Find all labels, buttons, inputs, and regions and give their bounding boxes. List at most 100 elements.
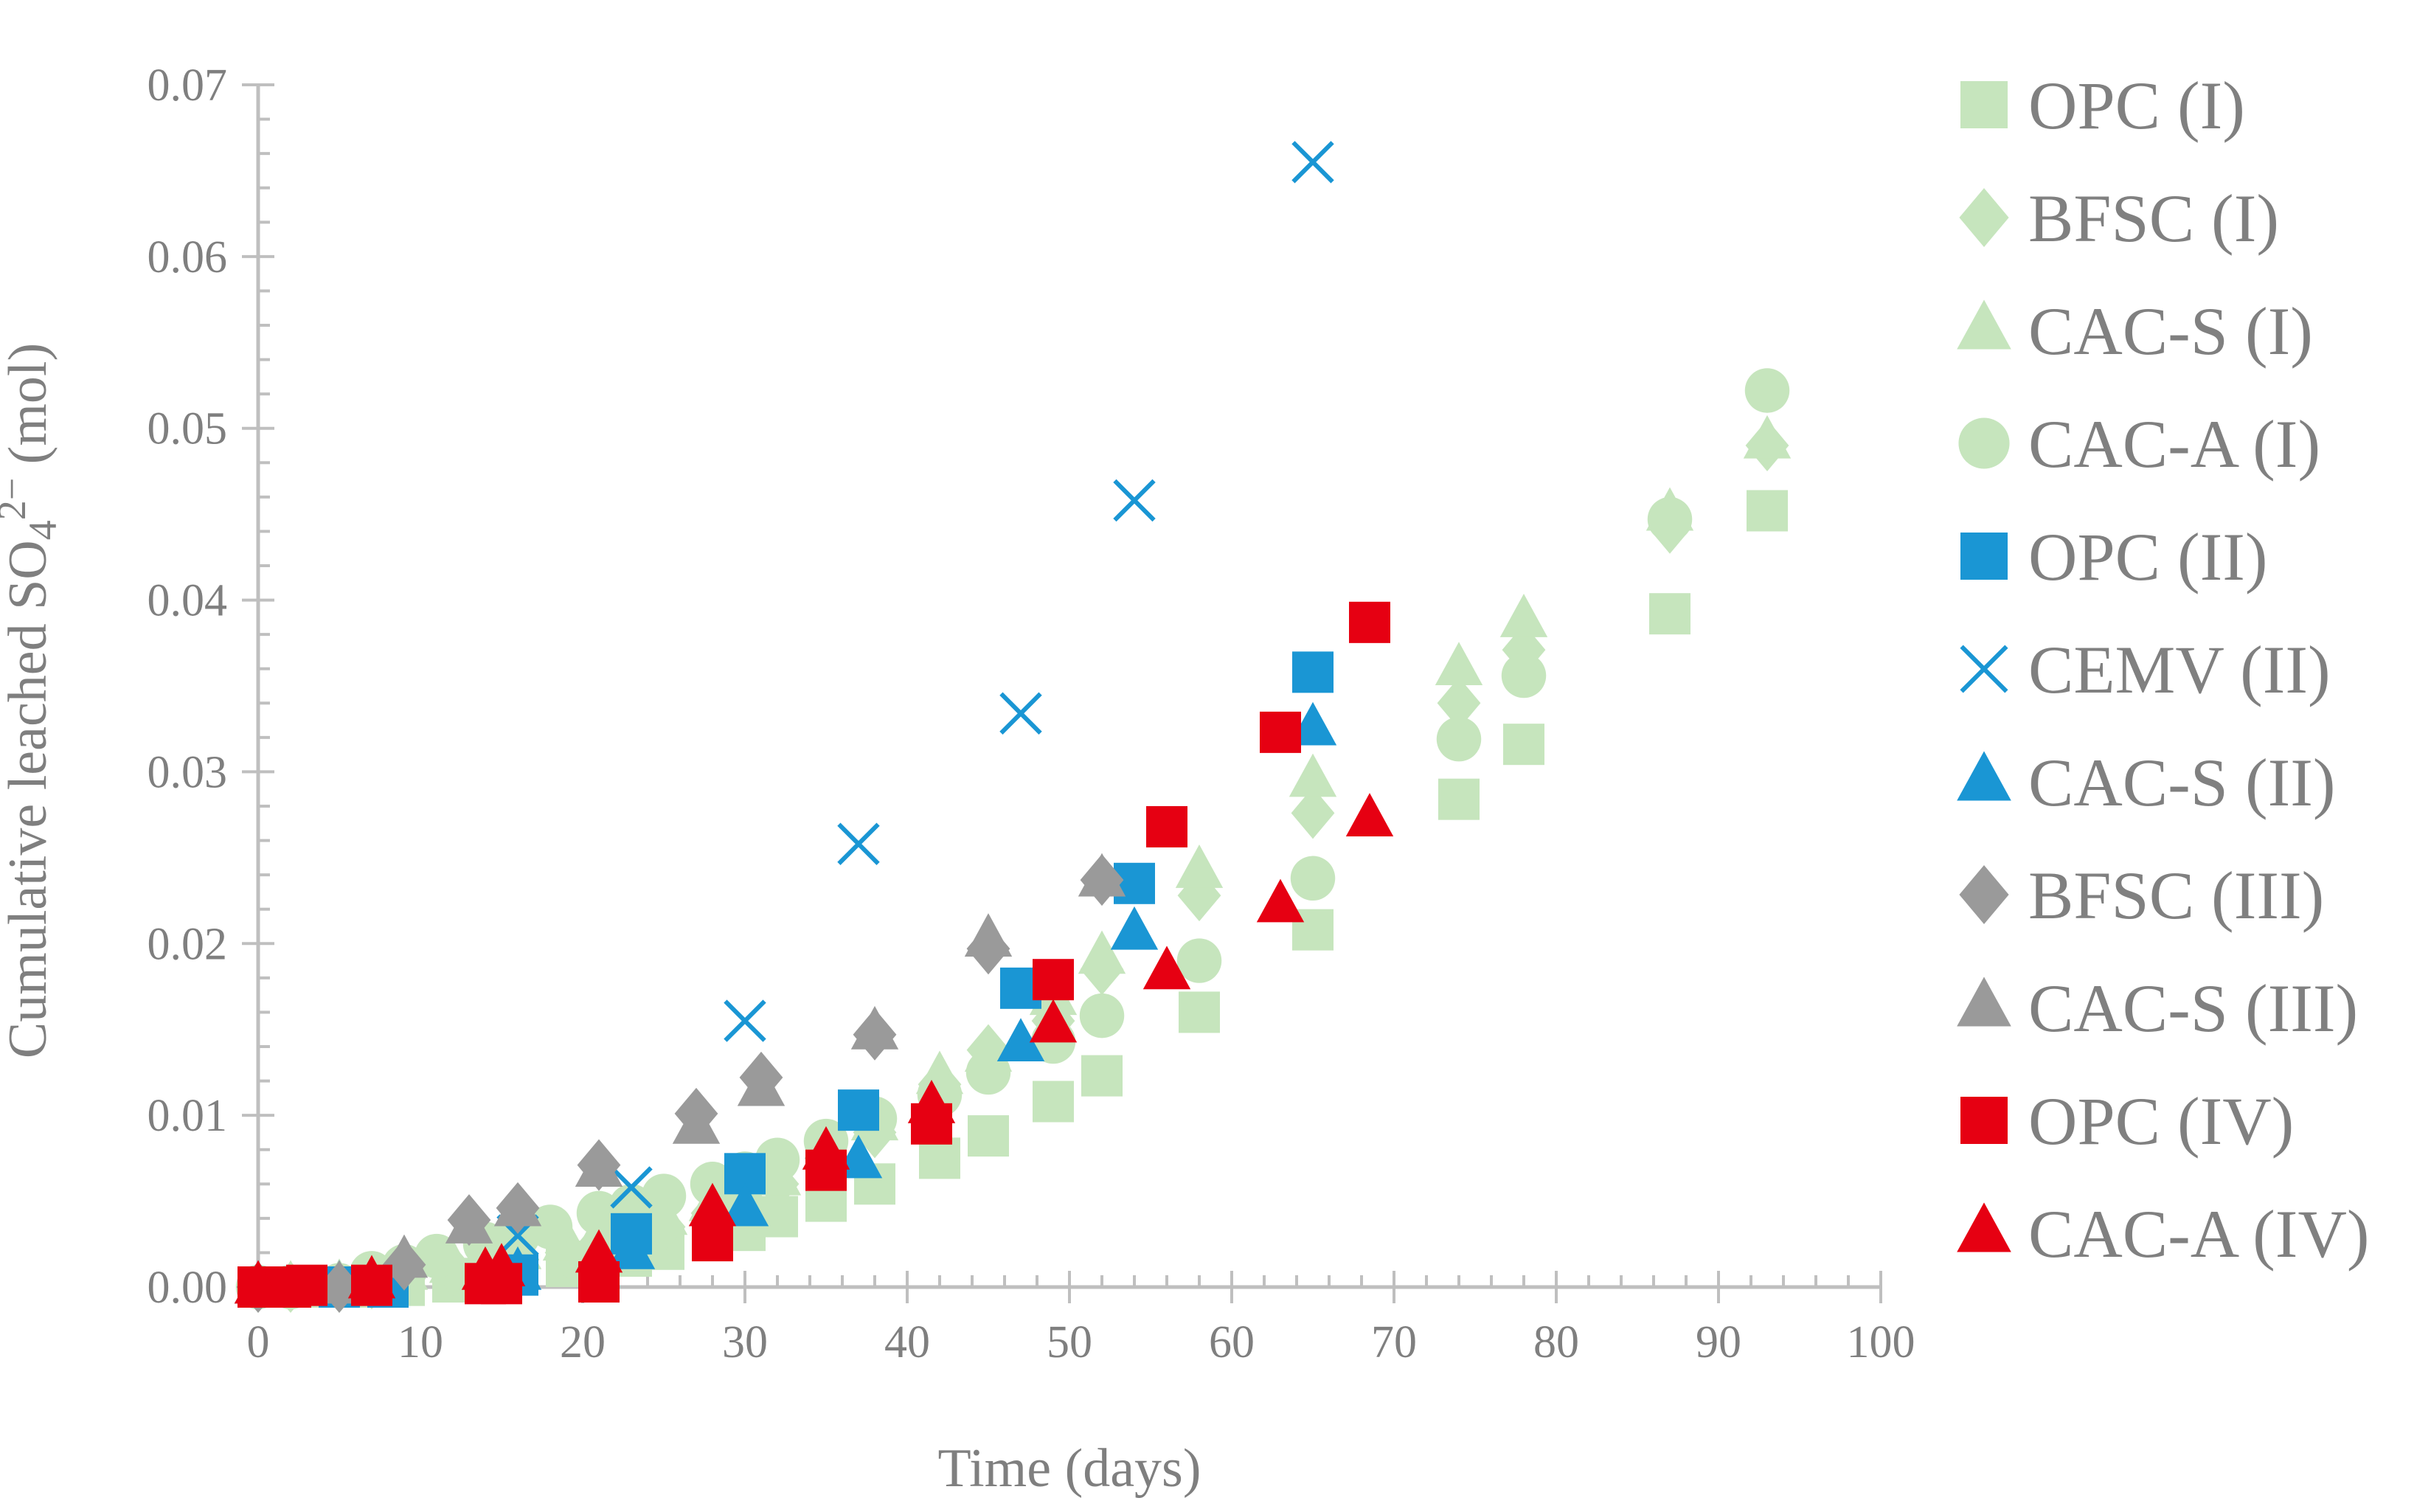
data-point-cac-s-i (1435, 642, 1483, 686)
data-point-cac-a-iv (1142, 946, 1191, 990)
y-axis-title-suffix: (mol) (0, 343, 58, 478)
legend-marker-cac-s-iii (1957, 977, 2011, 1027)
x-tick-label: 10 (398, 1317, 443, 1367)
data-point-cac-a-iv (1029, 999, 1078, 1043)
data-point-cac-s-ii (721, 1182, 769, 1227)
legend-label: OPC (IV) (2028, 1083, 2294, 1159)
legend-marker-opc-iv (1960, 1097, 2008, 1144)
data-point-cac-a-iv (347, 1255, 396, 1299)
legend-item-cac-a-iv: CAC-A (IV) (1957, 1196, 2370, 1272)
data-point-cac-s-i (1175, 845, 1224, 888)
x-marker-stroke (837, 822, 880, 865)
data-point-cac-a-iv (907, 1080, 956, 1123)
legend-label: OPC (II) (2028, 519, 2268, 594)
legend-item-opc-iv: OPC (IV) (1960, 1083, 2294, 1159)
legend-label: CAC-A (IV) (2028, 1196, 2370, 1272)
data-point-bfsc-i (1291, 787, 1335, 839)
data-point-opc-i (1179, 991, 1220, 1033)
legend-label: CAC-S (II) (2028, 745, 2336, 820)
data-point-cac-a-i (1176, 938, 1222, 983)
x-marker-stroke (724, 999, 766, 1042)
y-tick-label: 0.00 (148, 1263, 228, 1313)
x-marker-stroke (1291, 141, 1334, 184)
data-point-cac-s-i (1743, 415, 1792, 459)
legend-marker-opc-ii (1960, 533, 2008, 580)
data-point-cac-s-i (1289, 753, 1337, 797)
y-axis-title: Cumulative leached SO42− (mol) (0, 343, 65, 1058)
x-tick-label: 50 (1047, 1317, 1092, 1367)
x-tick-label: 0 (247, 1317, 270, 1367)
data-point-cac-s-iii (575, 1143, 623, 1187)
data-point-opc-i (1033, 1081, 1074, 1123)
series-cac-a-iv (234, 793, 1394, 1304)
data-point-cac-a-iv (575, 1229, 623, 1273)
data-point-cac-s-iii (850, 1005, 899, 1050)
data-point-opc-i (1438, 778, 1480, 820)
data-point-cac-s-i (1078, 930, 1126, 974)
legend-item-cac-a-i: CAC-A (I) (1958, 406, 2320, 482)
series-opc-i (237, 490, 1788, 1308)
y-axis-title-prefix: Cumulative leached SO (0, 540, 58, 1058)
legend-item-cac-s-iii: CAC-S (III) (1957, 971, 2358, 1046)
data-point-opc-i (1503, 724, 1544, 766)
legend-marker-cac-s-ii (1957, 751, 2011, 801)
legend-label: BFSC (III) (2028, 858, 2324, 933)
legend-marker-opc-i (1960, 81, 2008, 128)
y-tick-label: 0.03 (148, 747, 228, 797)
y-axis-title-subscript: 4 (21, 520, 65, 540)
y-tick-label: 0.05 (148, 404, 228, 454)
data-point-cac-a-i (641, 1173, 687, 1218)
legend-label: OPC (I) (2028, 68, 2245, 143)
data-point-cac-a-iv (234, 1260, 282, 1304)
legend-marker-cac-a-iv (1957, 1202, 2011, 1252)
y-tick-label: 0.02 (148, 919, 228, 969)
data-point-opc-iv (1146, 805, 1187, 847)
data-point-cac-a-i (755, 1137, 800, 1182)
data-point-cac-s-iii (737, 1062, 786, 1106)
data-point-cac-a-i (1436, 716, 1482, 762)
data-point-opc-ii (1292, 651, 1334, 693)
y-tick-label: 0.06 (148, 232, 228, 282)
x-marker-stroke (1113, 479, 1156, 522)
data-point-cemv-ii (1291, 141, 1334, 184)
series-cac-s-i (234, 415, 1792, 1304)
legend-item-bfsc-i: BFSC (I) (1959, 181, 2279, 256)
data-point-cac-a-iv (688, 1182, 737, 1227)
x-marker-stroke (610, 1166, 653, 1209)
data-point-cemv-ii (999, 692, 1042, 735)
x-tick-label: 100 (1847, 1317, 1915, 1367)
data-point-cac-a-iv (802, 1126, 850, 1170)
data-point-cac-a-i (1079, 993, 1125, 1038)
data-point-cemv-ii (1113, 479, 1156, 522)
x-tick-label: 20 (560, 1317, 606, 1367)
data-point-cac-a-i (1647, 496, 1693, 542)
data-point-opc-i (1081, 1055, 1123, 1097)
data-point-opc-iv (1260, 711, 1301, 753)
series-bfsc-i (236, 420, 1789, 1313)
x-tick-label: 90 (1696, 1317, 1741, 1367)
x-marker-stroke (1960, 645, 2008, 693)
x-tick-label: 80 (1533, 1317, 1579, 1367)
series-cemv-ii (496, 141, 1334, 1257)
x-tick-label: 40 (884, 1317, 930, 1367)
data-point-cac-a-i (1290, 856, 1336, 901)
legend-item-opc-i: OPC (I) (1960, 68, 2245, 143)
data-point-cac-a-i (1501, 653, 1547, 698)
data-point-cemv-ii (837, 822, 880, 865)
legend-label: CAC-S (III) (2028, 971, 2358, 1046)
y-tick-label: 0.04 (148, 576, 228, 626)
legend-item-cac-s-i: CAC-S (I) (1957, 294, 2313, 369)
data-point-opc-iv (1349, 601, 1390, 643)
x-axis-title: Time (days) (938, 1438, 1201, 1499)
legend-item-cac-s-ii: CAC-S (II) (1957, 745, 2336, 820)
data-point-cac-s-ii (996, 1018, 1045, 1062)
data-point-cac-a-iv (1345, 793, 1394, 836)
data-point-opc-i (1747, 490, 1788, 532)
data-point-opc-i (1649, 593, 1690, 635)
data-point-opc-iv (286, 1264, 327, 1306)
legend-item-bfsc-iii: BFSC (III) (1959, 858, 2324, 933)
data-point-cac-s-iii (672, 1100, 721, 1144)
legend-marker-cac-a-i (1958, 417, 2010, 469)
